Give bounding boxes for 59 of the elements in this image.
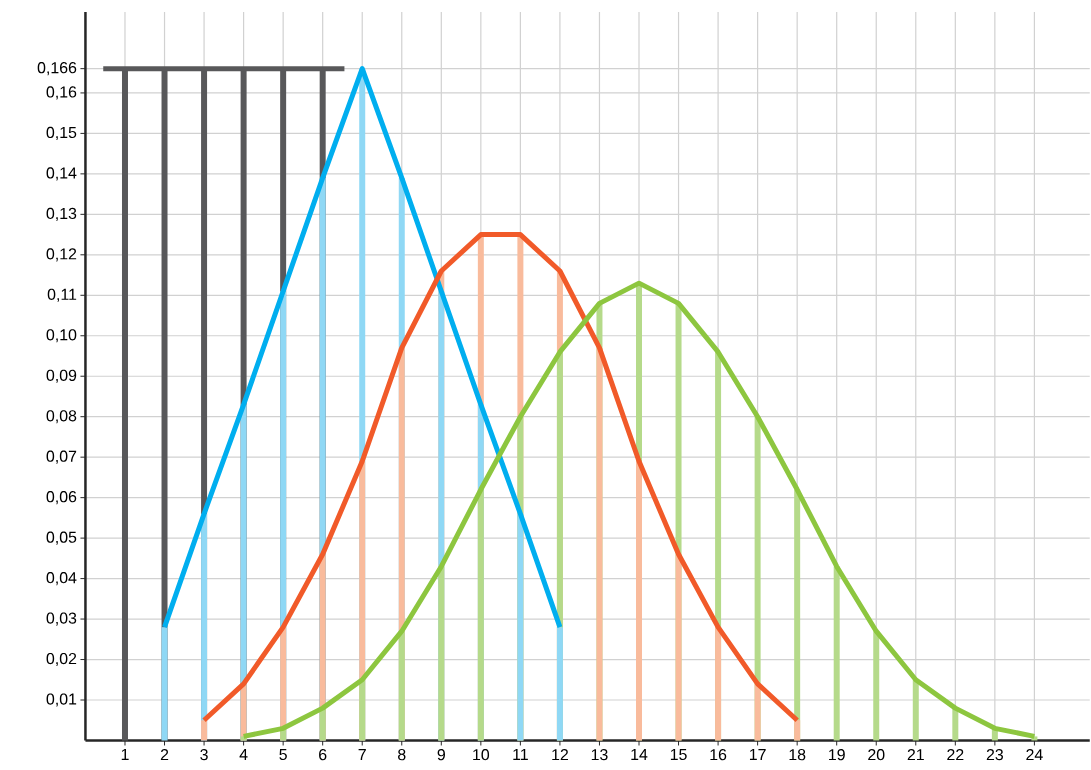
- x-tick-label: 19: [829, 748, 845, 761]
- bar: [438, 566, 445, 741]
- x-tick-label: 14: [631, 748, 648, 760]
- y-tick-label: 0,15: [46, 126, 77, 140]
- bar: [359, 679, 366, 741]
- bar: [477, 489, 484, 741]
- bar: [398, 630, 405, 741]
- y-tick-label: 0,07: [46, 450, 77, 464]
- x-tick-label: 5: [279, 748, 287, 760]
- bar: [833, 566, 840, 741]
- x-tick-label: 2: [160, 748, 169, 760]
- y-tick-label: 0,02: [46, 652, 77, 666]
- x-tick-label: 7: [358, 748, 366, 760]
- x-tick-label: 4: [239, 748, 248, 760]
- y-tick-label: 0,16: [46, 86, 77, 100]
- y-tick-label: 0,166: [37, 61, 77, 75]
- x-tick-label: 23: [986, 748, 1004, 761]
- x-tick-label: 8: [398, 748, 406, 761]
- x-tick-label: 20: [868, 748, 885, 761]
- y-tick-label: 0,12: [46, 248, 77, 262]
- bar: [794, 720, 801, 741]
- bar: [319, 707, 326, 741]
- x-tick-label: 24: [1026, 748, 1043, 760]
- x-tick-label: 9: [437, 748, 445, 761]
- x-tick-label: 11: [513, 748, 528, 760]
- bar: [754, 683, 761, 741]
- bar: [201, 720, 208, 741]
- bar: [161, 626, 168, 741]
- bar: [675, 554, 682, 741]
- y-tick-label: 0,03: [46, 612, 77, 626]
- y-tick-label: 0,08: [46, 409, 77, 424]
- bar: [517, 513, 524, 741]
- bar: [952, 707, 959, 741]
- x-tick-label: 6: [319, 748, 327, 761]
- x-tick-label: 10: [473, 748, 490, 761]
- x-tick-label: 16: [710, 748, 727, 761]
- x-tick-label: 21: [907, 748, 924, 760]
- y-tick-label: 0,11: [47, 288, 77, 302]
- y-tick-label: 0,04: [46, 571, 77, 585]
- x-tick-label: 12: [552, 748, 568, 760]
- bar: [636, 461, 642, 741]
- bar: [556, 626, 563, 741]
- x-tick-label: 13: [591, 748, 608, 761]
- bar: [912, 679, 919, 741]
- x-tick-label: 3: [200, 748, 208, 761]
- y-tick-label: 0,06: [46, 490, 77, 504]
- y-tick-label: 0,01: [46, 693, 77, 707]
- x-tick-label: 18: [789, 748, 806, 761]
- x-tick-label: 1: [121, 748, 129, 760]
- y-tick-label: 0,13: [46, 207, 77, 221]
- y-tick-label: 0,14: [46, 167, 77, 181]
- bar: [873, 630, 880, 741]
- y-tick-label: 0,09: [46, 369, 77, 383]
- bar: [715, 626, 722, 741]
- x-tick-label: 15: [670, 748, 687, 760]
- y-tick-label: 0,10: [46, 328, 77, 343]
- x-tick-label: 17: [749, 748, 766, 760]
- x-tick-label: 22: [947, 748, 964, 760]
- y-tick-label: 0,05: [46, 531, 77, 545]
